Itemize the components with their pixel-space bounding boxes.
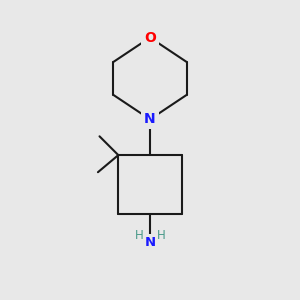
Text: O: O — [144, 31, 156, 44]
Text: H: H — [134, 229, 143, 242]
Text: H: H — [157, 229, 166, 242]
Text: N: N — [144, 236, 156, 249]
Text: N: N — [144, 112, 156, 126]
